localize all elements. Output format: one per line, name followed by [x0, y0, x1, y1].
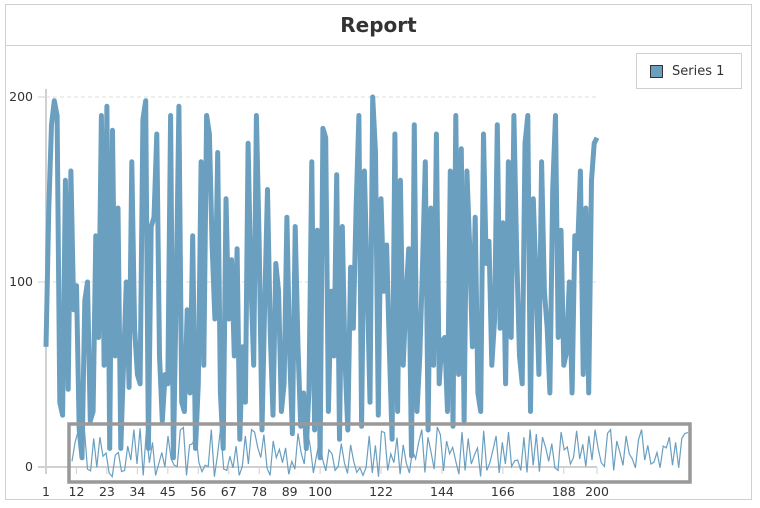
- legend[interactable]: Series 1: [636, 53, 742, 89]
- x-tick-label: 122: [369, 484, 393, 499]
- x-tick-label: 67: [221, 484, 237, 499]
- chart-frame: [5, 4, 752, 500]
- x-tick-label: 56: [190, 484, 206, 499]
- x-tick-label: 100: [308, 484, 332, 499]
- x-tick-label: 12: [69, 484, 85, 499]
- series-points: [45, 96, 598, 458]
- x-tick-label: 45: [160, 484, 176, 499]
- y-tick-label: 0: [25, 459, 33, 474]
- chart-header: Report: [5, 4, 752, 46]
- legend-swatch: [650, 64, 663, 78]
- x-tick-label: 23: [99, 484, 115, 499]
- x-tick-label: 89: [282, 484, 298, 499]
- y-tick-label: 100: [9, 274, 33, 289]
- chart-title: Report: [340, 13, 417, 37]
- range-navigator-selection[interactable]: [67, 422, 692, 484]
- x-tick-label: 144: [430, 484, 454, 499]
- y-tick-label: 200: [9, 89, 33, 104]
- x-tick-label: 78: [251, 484, 267, 499]
- x-tick-label: 200: [585, 484, 609, 499]
- legend-label: Series 1: [672, 63, 725, 79]
- navigator-series-line: [71, 426, 689, 479]
- x-tick-label: 1: [42, 484, 50, 499]
- series-line: [43, 94, 600, 461]
- x-tick-label: 34: [129, 484, 145, 499]
- x-tick-label: 166: [491, 484, 515, 499]
- x-tick-label: 188: [552, 484, 576, 499]
